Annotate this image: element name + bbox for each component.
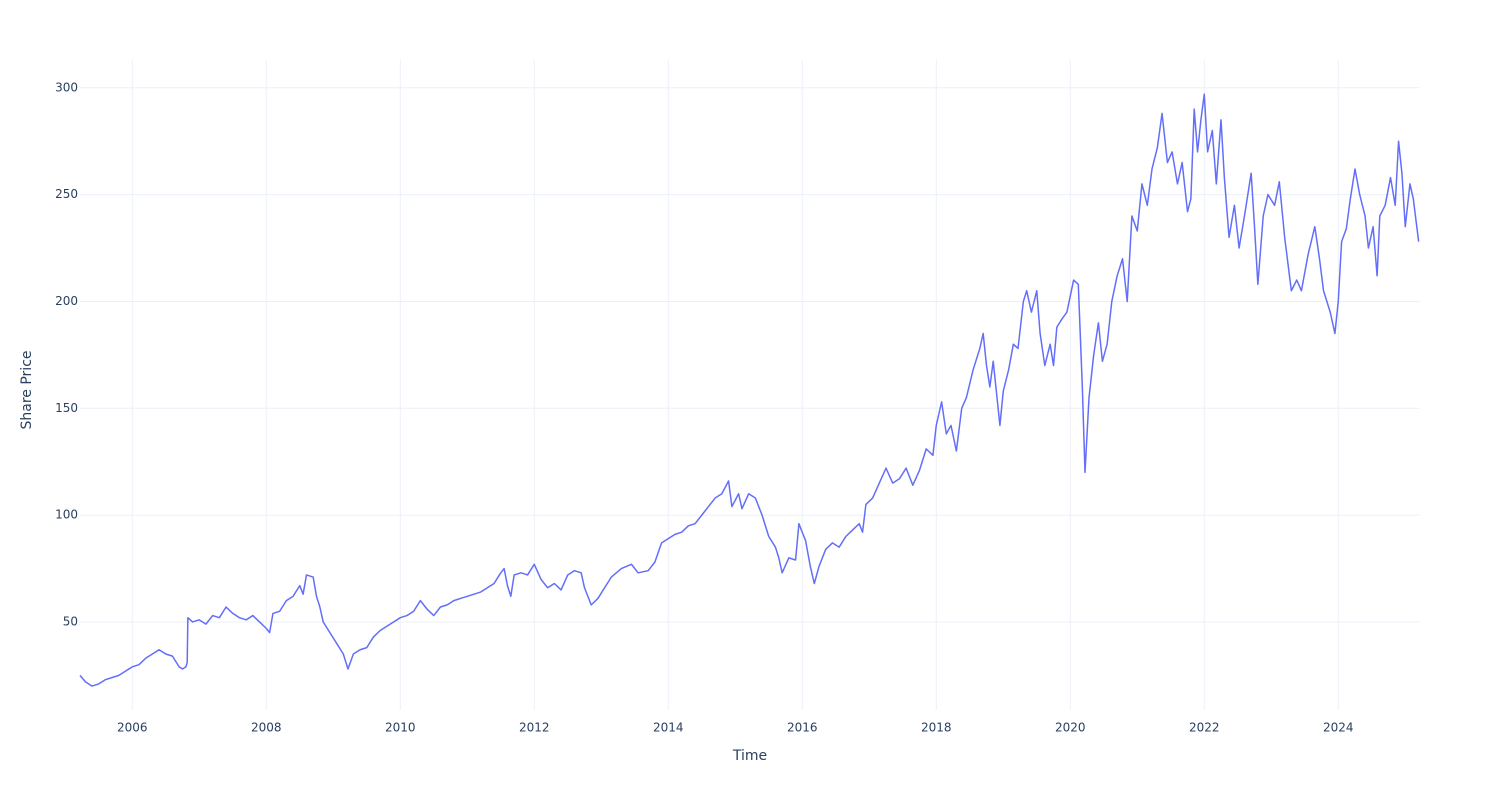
price-line: [79, 93, 1420, 687]
y-tick-label: 150: [55, 401, 78, 415]
x-tick-label: 2010: [385, 721, 416, 735]
y-axis-title: Share Price: [19, 350, 35, 429]
x-tick-label: 2024: [1323, 721, 1354, 735]
x-tick-label: 2008: [251, 721, 282, 735]
y-tick-label: 200: [55, 294, 78, 308]
x-tick-label: 2018: [921, 721, 952, 735]
y-tick-label: 50: [63, 614, 78, 628]
x-axis-title: Time: [732, 748, 767, 764]
x-tick-label: 2022: [1189, 721, 1220, 735]
x-tick-label: 2012: [519, 721, 550, 735]
x-tick-label: 2006: [117, 721, 148, 735]
y-tick-label: 100: [55, 508, 78, 522]
x-tick-label: 2016: [787, 721, 818, 735]
y-tick-label: 250: [55, 187, 78, 201]
x-tick-label: 2014: [653, 721, 684, 735]
x-tick-label: 2020: [1055, 721, 1086, 735]
y-tick-label: 300: [55, 80, 78, 94]
